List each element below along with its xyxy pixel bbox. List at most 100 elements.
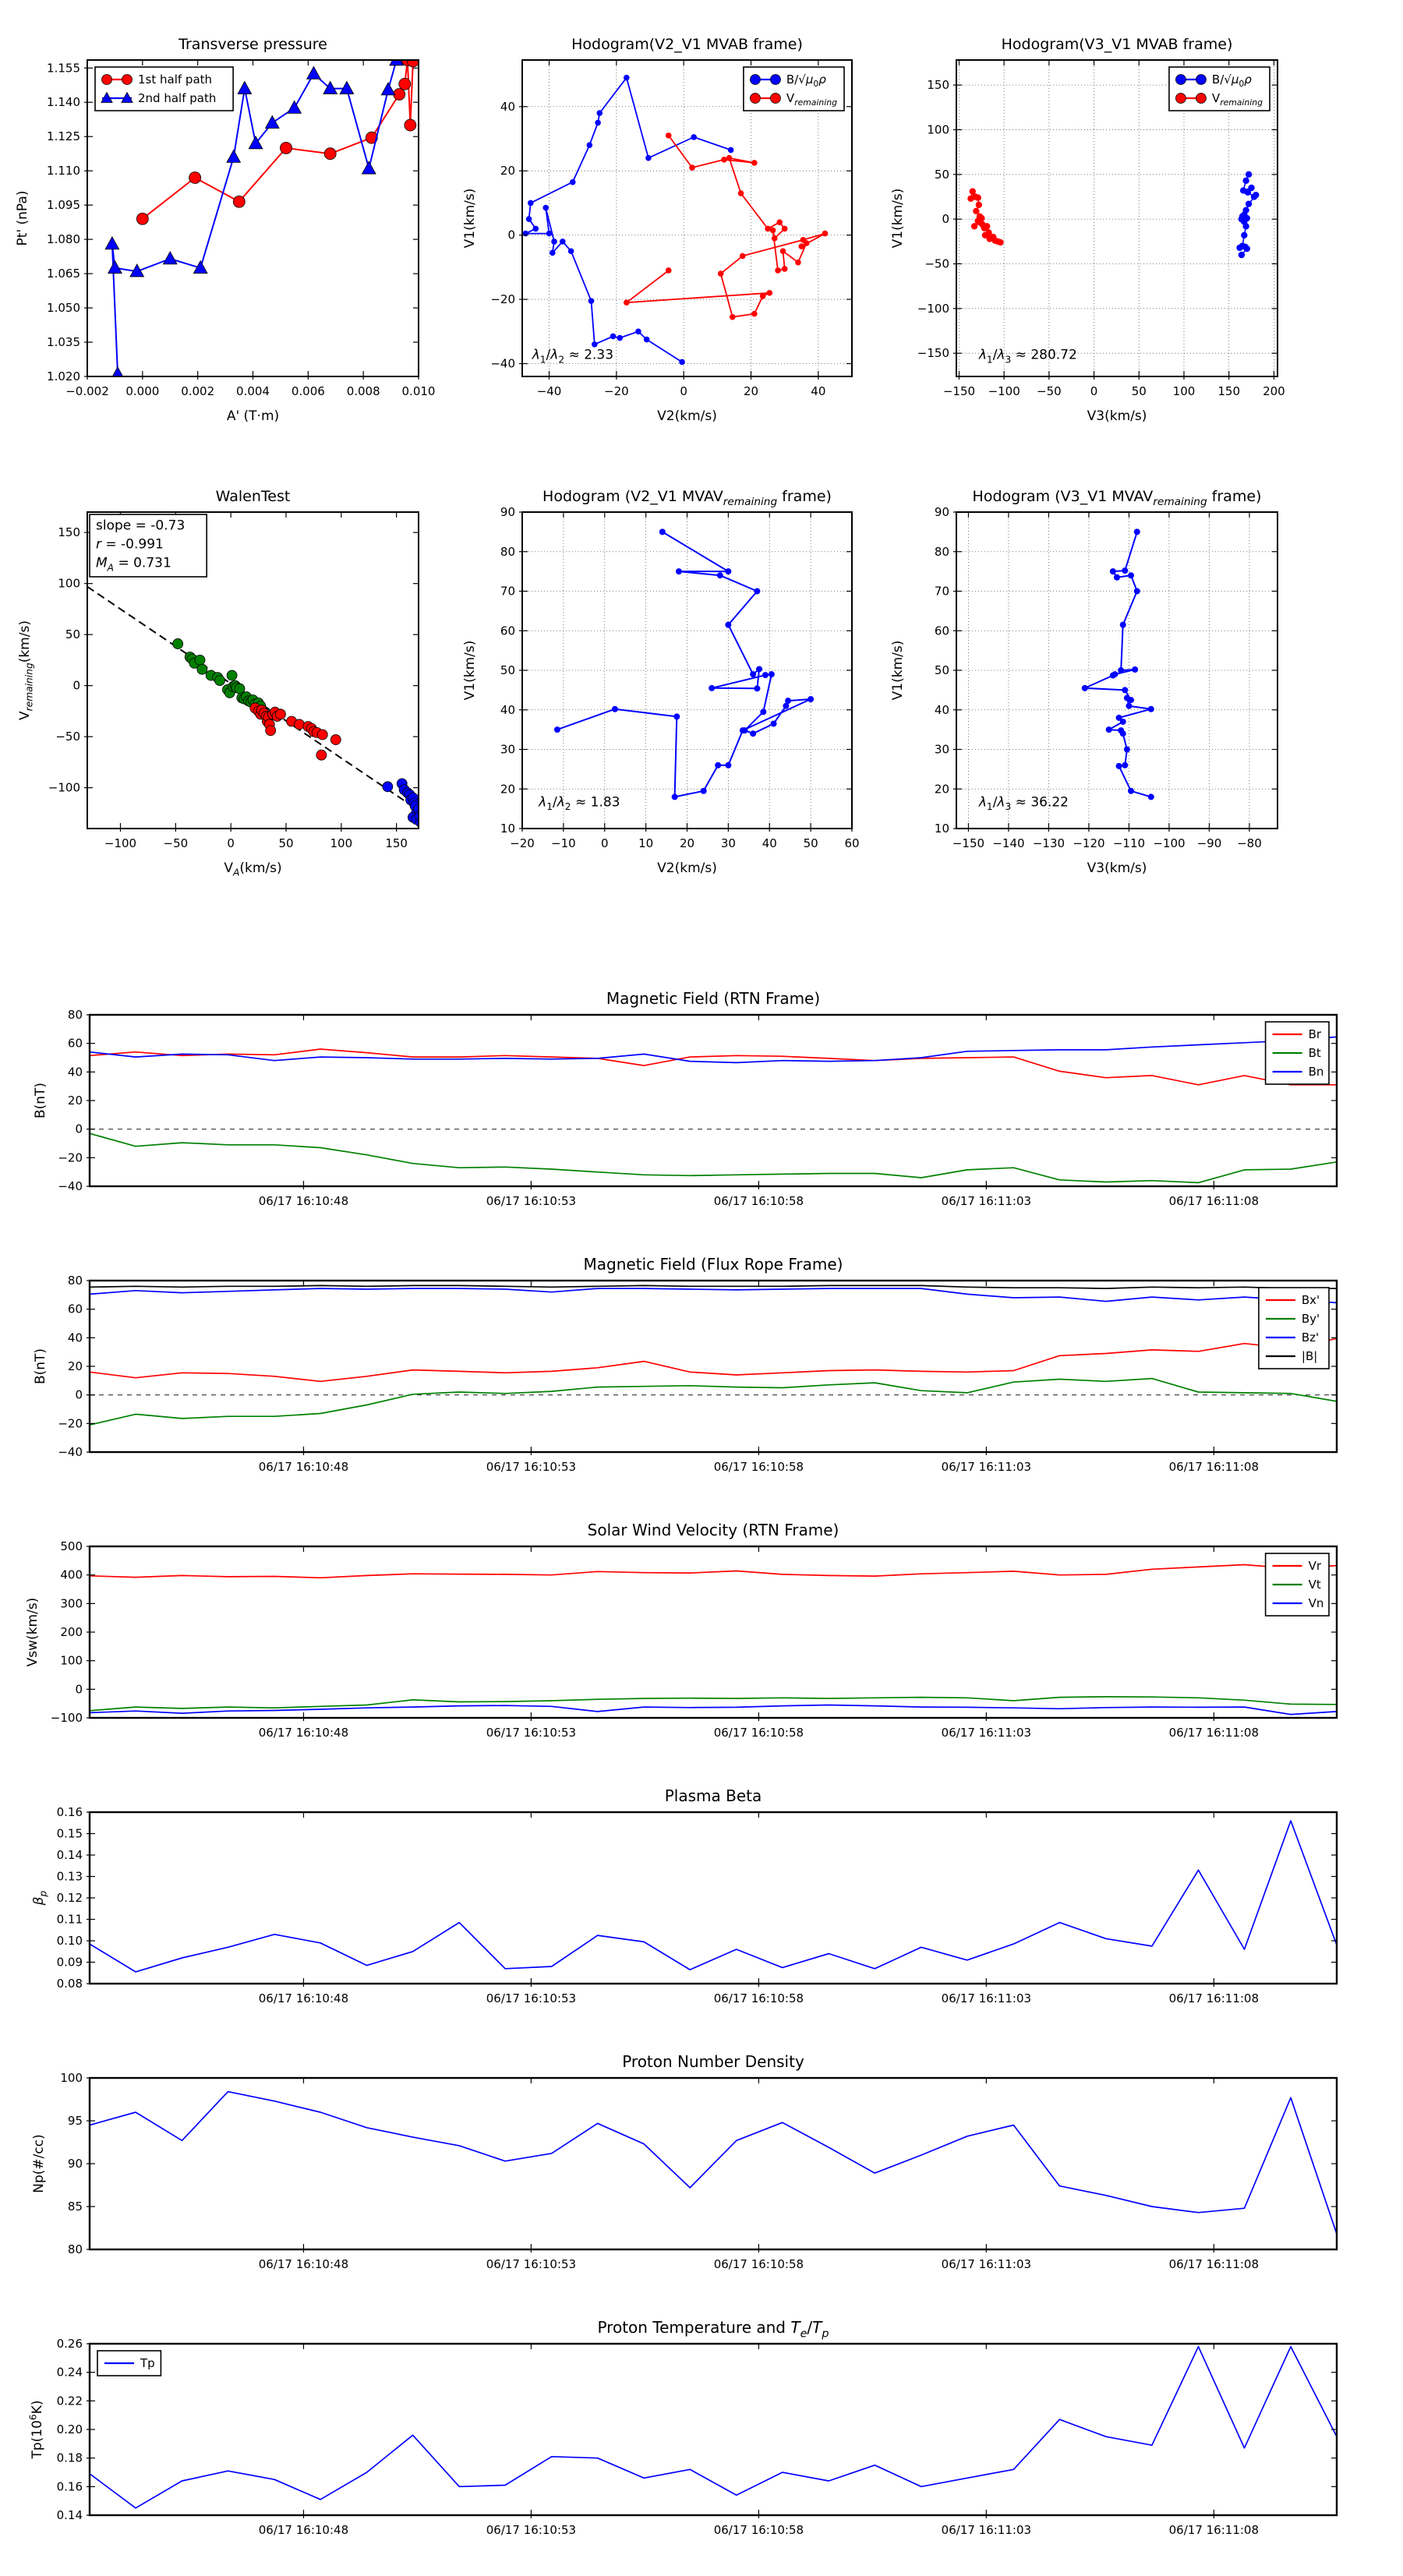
proton-number-density-ylabel: Np(#/cc) xyxy=(31,2134,47,2193)
hodogram-v3v1-mvav-title: Hodogram (V3_V1 MVAVremaining frame) xyxy=(973,488,1262,508)
magnetic-field-flux-rope-legend-label-1: By' xyxy=(1302,1312,1320,1326)
hodogram-v2v1-mvav-title: Hodogram (V2_V1 MVAVremaining frame) xyxy=(542,488,832,508)
hodogram-v2v1-mvab-xlabel: V2(km/s) xyxy=(657,408,717,424)
magnetic-field-flux-rope-ylabel: B(nT) xyxy=(33,1348,48,1384)
magnetic-field-flux-rope-xtick-3: 06/17 16:11:03 xyxy=(942,1460,1031,1474)
magnetic-field-flux-rope-series-1 xyxy=(90,1377,1337,1426)
hodogram-v3v1-mvab-legend-label-0: B/√μ0ρ xyxy=(1212,72,1252,89)
plasma-beta-ytick-6: 0.14 xyxy=(57,1848,83,1862)
chart-hodogram-v3v1-mvab: −150 −100 −50 0 50 100 150 200 −150 −100 −50 0 50 100… xyxy=(890,36,1285,424)
hodogram-v3v1-mvav-ytick-5: 60 xyxy=(935,624,949,638)
magnetic-field-rtn-legend-label-0: Br xyxy=(1309,1027,1322,1041)
proton-number-density-ytick-1: 85 xyxy=(68,2200,83,2214)
solar-wind-velocity-rtn-ytick-6: 500 xyxy=(60,1539,83,1553)
hodogram-v2v1-mvab-annotation: λ1/λ2 ≈ 2.33 xyxy=(532,348,613,366)
hodogram-v2v1-mvav-ytick-2: 30 xyxy=(500,743,515,757)
walen-test-ytick-3: 50 xyxy=(65,627,80,641)
hodogram-v2v1-mvab-ytick-0: −40 xyxy=(490,357,515,371)
transverse-pressure-ytick-8: 1.140 xyxy=(47,95,80,109)
hodogram-v2v1-mvab-ytick-2: 0 xyxy=(507,228,515,242)
walen-test-ytick-0: −100 xyxy=(48,781,80,795)
proton-temperature-xtick-2: 06/17 16:10:58 xyxy=(714,2523,804,2537)
hodogram-v2v1-mvab-ytick-4: 40 xyxy=(500,100,515,114)
solar-wind-velocity-rtn-legend-label-1: Vt xyxy=(1309,1578,1321,1592)
solar-wind-velocity-rtn-ytick-3: 200 xyxy=(60,1625,83,1639)
transverse-pressure-legend: 1st half path 2nd half path xyxy=(94,66,234,111)
hodogram-v2v1-mvav-ytick-6: 70 xyxy=(500,585,515,599)
hodogram-v2v1-mvav-grid xyxy=(522,512,852,829)
proton-temperature-ytick-3: 0.20 xyxy=(57,2422,83,2436)
hodogram-v2v1-mvav-annotation: λ1/λ2 ≈ 1.83 xyxy=(538,795,620,813)
walen-test-series-3 xyxy=(382,778,419,828)
solar-wind-velocity-rtn-legend: Vr Vt Vn xyxy=(1264,1553,1330,1617)
transverse-pressure-xlabel: A' (T·m) xyxy=(227,408,279,424)
hodogram-v3v1-mvav-xtick-5: −100 xyxy=(1153,836,1185,850)
proton-temperature-xtick-3: 06/17 16:11:03 xyxy=(942,2523,1031,2537)
hodogram-v2v1-mvab-series-0 xyxy=(522,74,734,366)
hodogram-v2v1-mvav-ytick-0: 10 xyxy=(500,822,515,836)
magnetic-field-flux-rope-legend: Bx' By' Bz' |B| xyxy=(1258,1287,1330,1369)
proton-temperature-ytick-0: 0.14 xyxy=(57,2508,83,2522)
hodogram-v3v1-mvab-xtick-7: 200 xyxy=(1263,384,1285,398)
plasma-beta-ytick-3: 0.11 xyxy=(57,1913,83,1927)
hodogram-v2v1-mvav-xtick-8: 60 xyxy=(844,836,859,850)
magnetic-field-rtn-ytick-0: −40 xyxy=(58,1179,83,1193)
walen-test-title: WalenTest xyxy=(216,488,291,505)
transverse-pressure-ytick-4: 1.080 xyxy=(47,232,80,246)
chart-proton-temperature: 06/17 16:10:48 06/17 16:10:53 06/17 16:10:… xyxy=(28,2318,1338,2537)
hodogram-v3v1-mvab-ytick-5: 100 xyxy=(927,122,949,136)
hodogram-v3v1-mvav-ytick-8: 90 xyxy=(935,505,949,519)
plasma-beta-xtick-4: 06/17 16:11:08 xyxy=(1169,1991,1259,2005)
proton-temperature-ytick-5: 0.24 xyxy=(57,2366,83,2380)
hodogram-v3v1-mvab-xtick-4: 50 xyxy=(1132,384,1147,398)
hodogram-v3v1-mvav-ytick-1: 20 xyxy=(935,782,949,796)
hodogram-v2v1-mvab-title: Hodogram(V2_V1 MVAB frame) xyxy=(571,36,803,53)
hodogram-v3v1-mvav-ylabel: V1(km/s) xyxy=(890,641,906,701)
hodogram-v2v1-mvav-xtick-5: 30 xyxy=(721,836,736,850)
chart-magnetic-field-flux-rope: 06/17 16:10:48 06/17 16:10:53 06/17 16:10:… xyxy=(33,1255,1338,1474)
proton-temperature-ytick-6: 0.26 xyxy=(57,2337,83,2351)
walen-test-xtick-5: 150 xyxy=(385,836,408,850)
walen-test-series-2 xyxy=(249,702,341,761)
solar-wind-velocity-rtn-legend-label-0: Vr xyxy=(1309,1559,1322,1573)
proton-number-density-ytick-4: 100 xyxy=(60,2071,83,2085)
magnetic-field-rtn-legend-label-2: Bn xyxy=(1309,1065,1324,1079)
hodogram-v3v1-mvav-ytick-3: 40 xyxy=(935,703,949,717)
hodogram-v2v1-mvav-xtick-1: −10 xyxy=(551,836,576,850)
magnetic-field-rtn-series-1 xyxy=(90,1133,1337,1184)
magnetic-field-rtn-series-2 xyxy=(90,1036,1337,1064)
hodogram-v3v1-mvab-ylabel: V1(km/s) xyxy=(890,189,906,249)
solar-wind-velocity-rtn-series-0 xyxy=(90,1564,1337,1579)
magnetic-field-rtn-ytick-5: 60 xyxy=(68,1037,83,1051)
chart-hodogram-v3v1-mvav: −150 −140 −130 −120 −110 −100 −90 −80 10 20 30 40 50… xyxy=(890,488,1278,876)
plasma-beta-xtick-1: 06/17 16:10:53 xyxy=(486,1991,576,2005)
hodogram-v2v1-mvab-series-1 xyxy=(624,133,829,320)
hodogram-v2v1-mvav-ytick-3: 40 xyxy=(500,703,515,717)
hodogram-v3v1-mvav-xtick-0: −150 xyxy=(952,836,984,850)
plasma-beta-series-0 xyxy=(90,1820,1337,1973)
magnetic-field-flux-rope-xtick-0: 06/17 16:10:48 xyxy=(259,1460,348,1474)
hodogram-v3v1-mvav-xlabel: V3(km/s) xyxy=(1087,860,1147,876)
walen-test-xtick-1: −50 xyxy=(164,836,189,850)
magnetic-field-rtn-legend-label-1: Bt xyxy=(1309,1046,1321,1060)
solar-wind-velocity-rtn-xtick-1: 06/17 16:10:53 xyxy=(486,1726,576,1740)
proton-temperature-series-0 xyxy=(90,2345,1337,2509)
magnetic-field-flux-rope-xtick-2: 06/17 16:10:58 xyxy=(714,1460,804,1474)
hodogram-v3v1-mvab-ytick-6: 150 xyxy=(927,78,949,92)
transverse-pressure-ylabel: Pt' (nPa) xyxy=(15,191,30,246)
hodogram-v2v1-mvav-xtick-7: 50 xyxy=(804,836,818,850)
solar-wind-velocity-rtn-series-1 xyxy=(90,1696,1337,1712)
hodogram-v3v1-mvab-xtick-5: 100 xyxy=(1173,384,1196,398)
proton-number-density-xtick-4: 06/17 16:11:08 xyxy=(1169,2257,1259,2271)
hodogram-v3v1-mvab-xtick-2: −50 xyxy=(1037,384,1062,398)
walen-test-stats-box xyxy=(89,514,207,578)
solar-wind-velocity-rtn-ytick-1: 0 xyxy=(75,1682,83,1696)
hodogram-v3v1-mvav-xtick-2: −130 xyxy=(1033,836,1065,850)
proton-number-density-xtick-3: 06/17 16:11:03 xyxy=(942,2257,1031,2271)
hodogram-v3v1-mvav-series-0 xyxy=(1081,528,1154,800)
hodogram-v3v1-mvav-xtick-4: −110 xyxy=(1113,836,1145,850)
hodogram-v3v1-mvab-legend: B/√μ0ρ Vremaining xyxy=(1168,66,1270,111)
hodogram-v3v1-mvab-annotation: λ1/λ3 ≈ 280.72 xyxy=(978,348,1077,366)
hodogram-v2v1-mvab-ytick-1: −20 xyxy=(490,292,515,306)
